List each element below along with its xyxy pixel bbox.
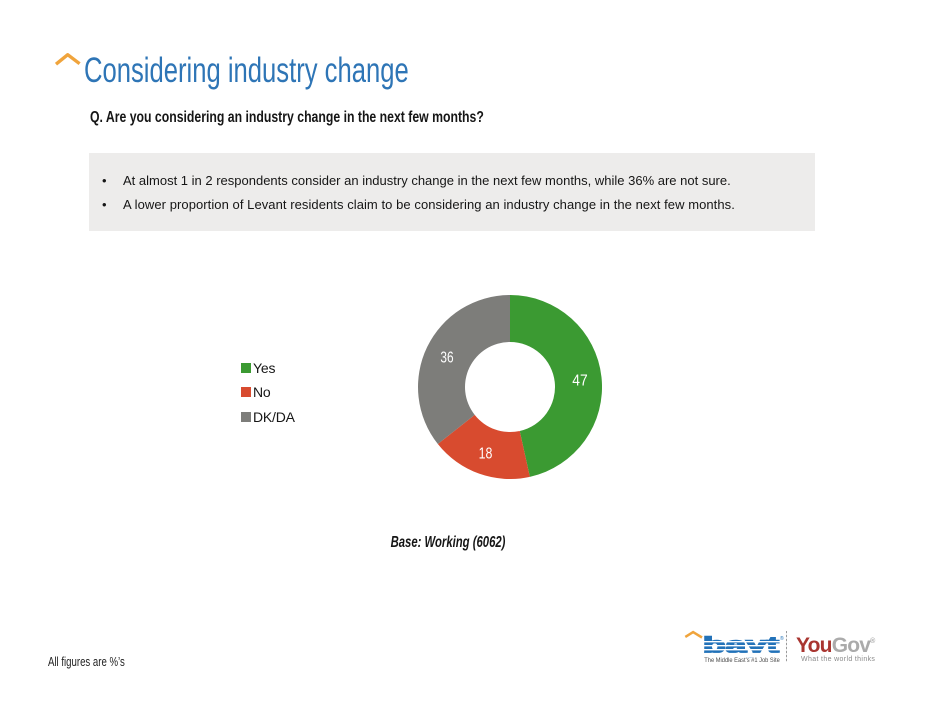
svg-text:®: ® [780,635,784,642]
svg-text:36: 36 [440,350,453,367]
svg-text:18: 18 [479,446,493,463]
svg-text:47: 47 [572,373,587,390]
svg-text:The Middle East's #1 Job Site: The Middle East's #1 Job Site [704,657,780,664]
